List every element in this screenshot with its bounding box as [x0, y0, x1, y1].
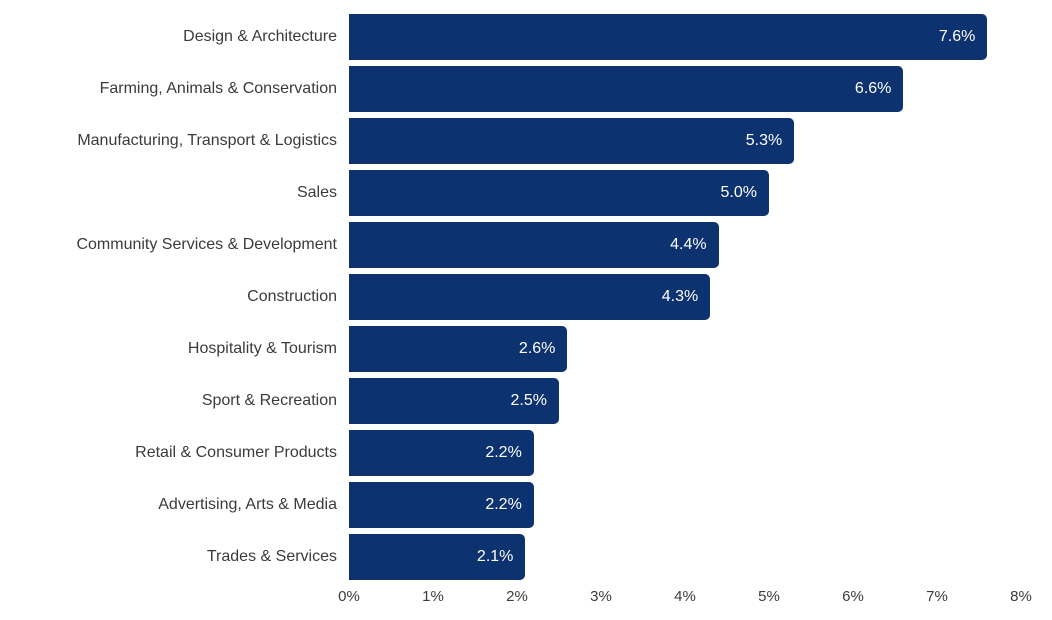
- category-label: Retail & Consumer Products: [135, 444, 337, 462]
- chart-row: Hospitality & Tourism 2.6%: [0, 326, 1052, 372]
- chart-row: Construction 4.3%: [0, 274, 1052, 320]
- chart-row: Farming, Animals & Conservation 6.6%: [0, 66, 1052, 112]
- category-label: Advertising, Arts & Media: [158, 496, 337, 514]
- x-axis-tick-label: 6%: [842, 588, 864, 605]
- bar-value-label: 7.6%: [938, 28, 976, 45]
- chart-row: Sales 5.0%: [0, 170, 1052, 216]
- x-axis-tick-label: 7%: [926, 588, 948, 605]
- chart-row: Advertising, Arts & Media 2.2%: [0, 482, 1052, 528]
- chart-row: Community Services & Development 4.4%: [0, 222, 1052, 268]
- bar: 6.6%: [349, 66, 904, 112]
- category-label: Sport & Recreation: [201, 392, 337, 410]
- bar-value-label: 5.0%: [720, 184, 757, 201]
- bar-value-label: 2.6%: [518, 340, 556, 357]
- chart-row: Design & Architecture 7.6%: [0, 14, 1052, 60]
- bar-value-label: 2.2%: [485, 496, 522, 513]
- bar: 2.2%: [349, 482, 534, 528]
- x-axis-tick-label: 5%: [758, 588, 780, 605]
- bar-area: 5.3%: [349, 118, 1021, 164]
- x-axis-tick-label: 2%: [506, 588, 528, 605]
- bar-value-label: 2.1%: [476, 548, 514, 565]
- x-axis-tick-label: 1%: [422, 588, 444, 605]
- chart-row: Retail & Consumer Products 2.2%: [0, 430, 1052, 476]
- category-label: Community Services & Development: [76, 236, 337, 254]
- chart-rows: Design & Architecture 7.6% Farming, Anim…: [0, 14, 1052, 580]
- category-label: Design & Architecture: [183, 28, 337, 46]
- bar: 2.6%: [349, 326, 568, 372]
- bar-value-label: 5.3%: [745, 132, 783, 149]
- bar-area: 2.2%: [349, 430, 1021, 476]
- bar-area: 5.0%: [349, 170, 1021, 216]
- bar: 2.5%: [349, 378, 559, 424]
- bar-area: 7.6%: [349, 14, 1021, 60]
- horizontal-bar-chart: Design & Architecture 7.6% Farming, Anim…: [0, 14, 1052, 610]
- category-label: Trades & Services: [206, 548, 337, 566]
- chart-row: Sport & Recreation 2.5%: [0, 378, 1052, 424]
- bar-value-label: 2.5%: [510, 392, 547, 409]
- bar: 5.0%: [349, 170, 769, 216]
- bar-area: 2.6%: [349, 326, 1021, 372]
- bar: 5.3%: [349, 118, 795, 164]
- x-axis: 0% 1% 2% 3% 4% 5% 6% 7% 8%: [338, 588, 1032, 610]
- x-axis-tick-label: 4%: [674, 588, 696, 605]
- bar: 2.1%: [349, 534, 526, 580]
- bar-value-label: 4.3%: [661, 288, 699, 305]
- category-label: Hospitality & Tourism: [187, 340, 337, 358]
- category-label: Farming, Animals & Conservation: [99, 80, 337, 98]
- bar-area: 2.1%: [349, 534, 1021, 580]
- bar-value-label: 4.4%: [670, 236, 707, 253]
- chart-row: Trades & Services 2.1%: [0, 534, 1052, 580]
- bar-area: 2.2%: [349, 482, 1021, 528]
- bar-value-label: 2.2%: [485, 444, 522, 461]
- bar-area: 4.4%: [349, 222, 1021, 268]
- bar: 2.2%: [349, 430, 534, 476]
- bar-value-label: 6.6%: [854, 80, 892, 97]
- x-axis-tick-label: 3%: [590, 588, 612, 605]
- x-axis-tick-label: 0%: [338, 588, 360, 605]
- category-label: Construction: [247, 288, 337, 306]
- x-axis-tick-label: 8%: [1010, 588, 1032, 605]
- bar: 7.6%: [349, 14, 988, 60]
- bar: 4.4%: [349, 222, 719, 268]
- bar-area: 6.6%: [349, 66, 1021, 112]
- category-label: Sales: [296, 184, 337, 202]
- category-label: Manufacturing, Transport & Logistics: [77, 132, 337, 150]
- bar-area: 4.3%: [349, 274, 1021, 320]
- bar: 4.3%: [349, 274, 711, 320]
- bar-area: 2.5%: [349, 378, 1021, 424]
- chart-row: Manufacturing, Transport & Logistics 5.3…: [0, 118, 1052, 164]
